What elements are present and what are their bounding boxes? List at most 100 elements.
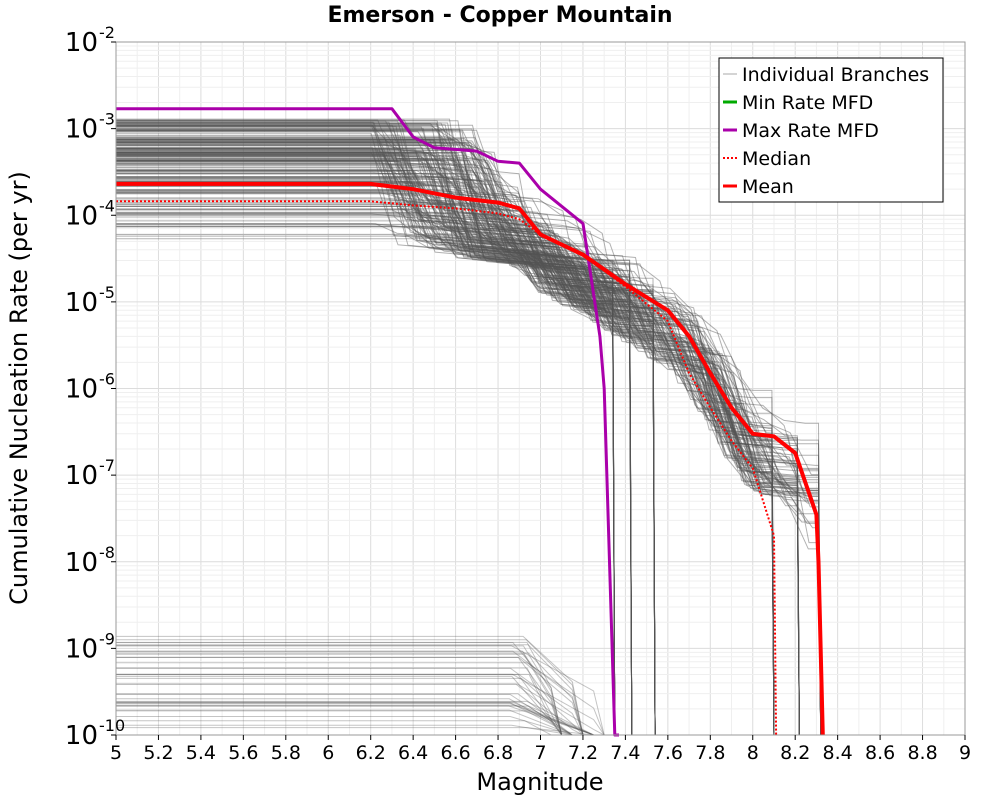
legend-label: Mean [742,176,794,198]
y-tick-label: 10 [65,461,98,491]
branch-line [116,155,822,736]
branch-line [116,152,633,736]
x-tick-label: 8.4 [823,742,853,764]
branch-line-low [116,653,563,736]
x-tick-label: 6.4 [398,742,428,764]
branch-line [116,209,775,736]
branch-line [116,153,633,736]
branch-line-low [116,645,605,736]
branch-line [116,159,656,736]
branch-line [116,191,633,736]
branch-line-low [116,683,584,736]
branch-line [116,149,656,736]
branch-line [116,124,633,736]
legend-label: Min Rate MFD [742,92,873,114]
x-tick-label: 6.2 [356,742,386,764]
branch-line [116,166,822,736]
branch-line [116,144,800,736]
branch-line [116,152,616,736]
x-tick-label: 8 [747,742,759,764]
legend-label: Max Rate MFD [742,120,879,142]
branch-line [116,121,616,736]
branch-line [116,148,616,736]
branch-line-low [116,667,584,736]
branch-line [116,151,822,736]
branch-line-low [116,641,563,736]
branch-line [116,157,775,736]
series-line-max-rate-mfd [116,107,619,737]
branch-line [116,167,616,736]
branch-line [116,151,616,736]
y-tick-exponent: -7 [99,456,115,475]
branch-line [116,193,616,736]
legend: Individual Branches Min Rate MFD Max Rate … [718,57,944,203]
branch-line [116,161,633,736]
branch-line [116,181,656,736]
x-tick-label: 8.8 [907,742,937,764]
branch-line [116,142,656,736]
x-tick-label: 6.8 [483,742,513,764]
branch-line-low [116,674,563,736]
branch-line [116,147,633,736]
y-tick-label: 10 [65,721,98,751]
branch-line [116,176,800,736]
x-tick-label: 6 [322,742,334,764]
branch-line [116,160,775,736]
branch-line [116,208,633,736]
branch-line [116,200,656,736]
branch-line [116,138,616,736]
branch-line [116,223,775,736]
branch-line [116,189,775,736]
x-ticks: 5 5.2 5.4 5.6 5.8 6 6.2 6.4 6.6 6.8 7 7.2 7.4 7.6 7.8 8… [110,735,971,764]
branch-line [116,119,616,736]
branch-line [116,131,822,736]
y-tick-label: 10 [65,115,98,145]
branch-line [116,123,616,736]
branch-line [116,164,822,736]
branch-line-low [116,677,584,736]
x-tick-label: 9 [959,742,971,764]
branch-line [116,176,800,736]
branch-line [116,127,616,736]
branch-line [116,137,800,736]
y-tick-label: 10 [65,28,98,58]
legend-label: Median [742,148,811,170]
y-tick-exponent: -8 [99,543,115,562]
branch-line [116,130,633,736]
branch-line [116,173,775,736]
branch-line [116,198,656,736]
branch-line [116,130,775,736]
branch-line-low [116,642,563,736]
branch-line [116,141,822,736]
branch-line [116,225,616,736]
branch-line [116,189,633,736]
branch-line [116,223,822,736]
branch-line [116,121,656,736]
y-axis-label: Cumulative Nucleation Rate (per yr) [5,171,33,605]
x-tick-label: 7.2 [568,742,598,764]
branch-line [116,156,656,736]
branch-line [116,160,656,736]
branch-line [116,226,775,736]
branch-line [116,143,775,736]
branch-lines [116,118,822,736]
y-tick-label: 10 [65,375,98,405]
branch-line [116,142,775,736]
branch-line-low [116,644,584,736]
branch-line [116,201,775,736]
y-tick-exponent: -6 [99,370,115,389]
branch-line [116,143,800,736]
y-tick-label: 10 [65,288,98,318]
x-tick-label: 5 [110,742,122,764]
branch-line [116,212,633,736]
branch-line [116,181,800,736]
branch-line [116,123,616,736]
branch-line-low [116,639,584,736]
branch-line [116,154,800,736]
branch-line-low [116,650,584,736]
branch-line [116,162,822,736]
branch-line [116,185,822,736]
branch-line [116,140,775,736]
series-line-median [116,200,778,736]
